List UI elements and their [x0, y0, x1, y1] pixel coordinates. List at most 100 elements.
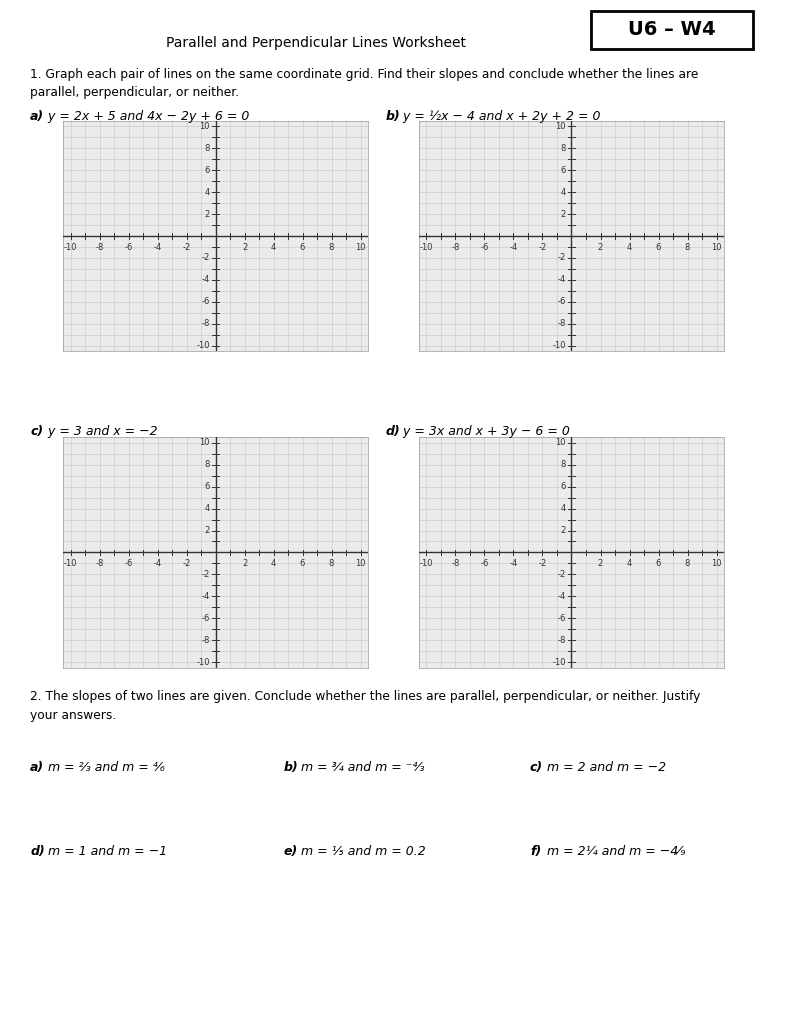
Text: -10: -10	[420, 243, 433, 252]
Text: 10: 10	[199, 122, 210, 131]
Text: 10: 10	[555, 122, 566, 131]
Text: 4: 4	[561, 187, 566, 197]
Text: 4: 4	[271, 243, 276, 252]
Text: -4: -4	[509, 559, 517, 568]
Text: 4: 4	[561, 504, 566, 513]
Text: -10: -10	[552, 341, 566, 350]
Text: y = 3x and x + 3y − 6 = 0: y = 3x and x + 3y − 6 = 0	[399, 425, 570, 438]
Text: 2: 2	[242, 243, 247, 252]
Text: m = ²⁄₃ and m = ⁴⁄₆: m = ²⁄₃ and m = ⁴⁄₆	[44, 761, 165, 774]
Text: -4: -4	[153, 559, 161, 568]
Text: -8: -8	[202, 319, 210, 329]
Text: 4: 4	[271, 559, 276, 568]
Text: 2: 2	[205, 526, 210, 535]
Text: 4: 4	[205, 187, 210, 197]
Text: m = ⅕ and m = 0.2: m = ⅕ and m = 0.2	[297, 845, 426, 858]
Text: 8: 8	[685, 243, 691, 252]
Text: -6: -6	[124, 243, 133, 252]
Text: f): f)	[530, 845, 541, 858]
Text: 2: 2	[561, 210, 566, 218]
Text: -6: -6	[202, 613, 210, 623]
Text: -8: -8	[202, 636, 210, 645]
Text: 10: 10	[355, 243, 365, 252]
Text: 8: 8	[685, 559, 691, 568]
Text: -4: -4	[202, 592, 210, 601]
Text: -2: -2	[202, 254, 210, 262]
Text: -8: -8	[558, 319, 566, 329]
Text: 4: 4	[627, 243, 632, 252]
Text: 8: 8	[204, 460, 210, 469]
Text: -6: -6	[480, 243, 489, 252]
Text: -6: -6	[124, 559, 133, 568]
Text: d): d)	[30, 845, 45, 858]
Text: 2. The slopes of two lines are given. Conclude whether the lines are parallel, p: 2. The slopes of two lines are given. Co…	[30, 690, 701, 722]
Text: -10: -10	[552, 657, 566, 667]
Text: -4: -4	[153, 243, 161, 252]
Text: m = 2¼ and m = −4⁄₉: m = 2¼ and m = −4⁄₉	[543, 845, 686, 858]
Text: 2: 2	[205, 210, 210, 218]
Text: -2: -2	[539, 559, 547, 568]
Text: 2: 2	[598, 243, 603, 252]
Text: 6: 6	[204, 482, 210, 492]
Text: -10: -10	[420, 559, 433, 568]
Text: 1. Graph each pair of lines on the same coordinate grid. Find their slopes and c: 1. Graph each pair of lines on the same …	[30, 68, 698, 99]
Text: y = ½x − 4 and x + 2y + 2 = 0: y = ½x − 4 and x + 2y + 2 = 0	[399, 110, 601, 123]
Text: -6: -6	[480, 559, 489, 568]
Text: m = 1 and m = −1: m = 1 and m = −1	[44, 845, 167, 858]
Text: c): c)	[30, 425, 44, 438]
Text: 6: 6	[560, 166, 566, 175]
Text: 8: 8	[560, 143, 566, 153]
Text: 8: 8	[329, 243, 335, 252]
Text: 6: 6	[204, 166, 210, 175]
Text: 6: 6	[656, 243, 661, 252]
Text: a): a)	[30, 761, 44, 774]
Text: a): a)	[30, 110, 44, 123]
Text: c): c)	[530, 761, 543, 774]
Text: 4: 4	[205, 504, 210, 513]
Text: 10: 10	[555, 438, 566, 447]
Text: -8: -8	[96, 559, 104, 568]
Text: 2: 2	[561, 526, 566, 535]
Text: 8: 8	[560, 460, 566, 469]
Text: -2: -2	[202, 570, 210, 579]
Text: m = ¾ and m = ⁻⁴⁄₃: m = ¾ and m = ⁻⁴⁄₃	[297, 761, 424, 774]
Text: -10: -10	[64, 559, 78, 568]
Text: 4: 4	[627, 559, 632, 568]
Text: U6 – W4: U6 – W4	[628, 20, 715, 39]
Text: -2: -2	[539, 243, 547, 252]
FancyBboxPatch shape	[591, 11, 752, 48]
Text: -8: -8	[558, 636, 566, 645]
Text: 10: 10	[711, 243, 721, 252]
Text: -4: -4	[509, 243, 517, 252]
Text: -10: -10	[64, 243, 78, 252]
Text: 8: 8	[329, 559, 335, 568]
Text: 6: 6	[300, 559, 305, 568]
Text: -8: -8	[96, 243, 104, 252]
Text: b): b)	[386, 110, 401, 123]
Text: e): e)	[283, 845, 297, 858]
Text: 10: 10	[199, 438, 210, 447]
Text: Parallel and Perpendicular Lines Worksheet: Parallel and Perpendicular Lines Workshe…	[166, 36, 467, 50]
Text: -8: -8	[452, 559, 460, 568]
Text: b): b)	[283, 761, 298, 774]
Text: -2: -2	[558, 570, 566, 579]
Text: -4: -4	[558, 592, 566, 601]
Text: 10: 10	[355, 559, 365, 568]
Text: -4: -4	[558, 275, 566, 285]
Text: 2: 2	[242, 559, 247, 568]
Text: 6: 6	[656, 559, 661, 568]
Text: y = 2x + 5 and 4x − 2y + 6 = 0: y = 2x + 5 and 4x − 2y + 6 = 0	[44, 110, 249, 123]
Text: -6: -6	[558, 613, 566, 623]
Text: 6: 6	[300, 243, 305, 252]
Text: -6: -6	[558, 297, 566, 306]
Text: y = 3 and x = −2: y = 3 and x = −2	[44, 425, 157, 438]
Text: 10: 10	[711, 559, 721, 568]
Text: -8: -8	[452, 243, 460, 252]
Text: 6: 6	[560, 482, 566, 492]
Text: -2: -2	[183, 559, 191, 568]
Text: -4: -4	[202, 275, 210, 285]
Text: -6: -6	[202, 297, 210, 306]
Text: -2: -2	[183, 243, 191, 252]
Text: -10: -10	[196, 341, 210, 350]
Text: m = 2 and m = −2: m = 2 and m = −2	[543, 761, 667, 774]
